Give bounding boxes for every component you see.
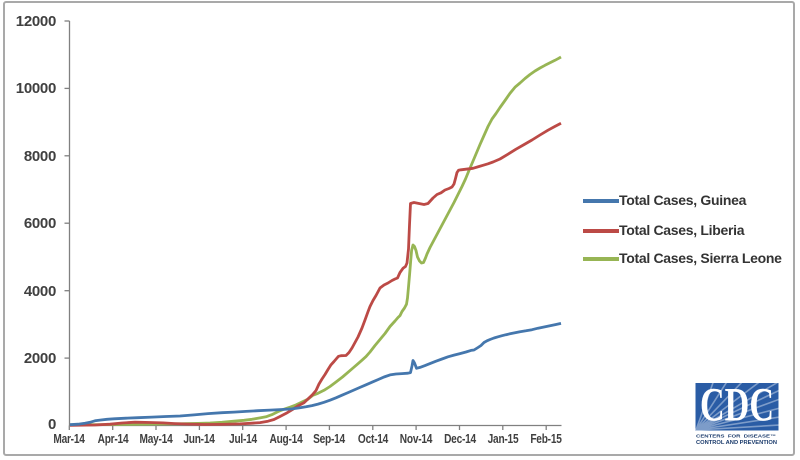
svg-text:CENTERS FOR DISEASE™: CENTERS FOR DISEASE™ [696, 434, 777, 439]
svg-text:CONTROL AND PREVENTION: CONTROL AND PREVENTION [696, 440, 777, 446]
svg-text:CDC: CDC [700, 382, 774, 432]
